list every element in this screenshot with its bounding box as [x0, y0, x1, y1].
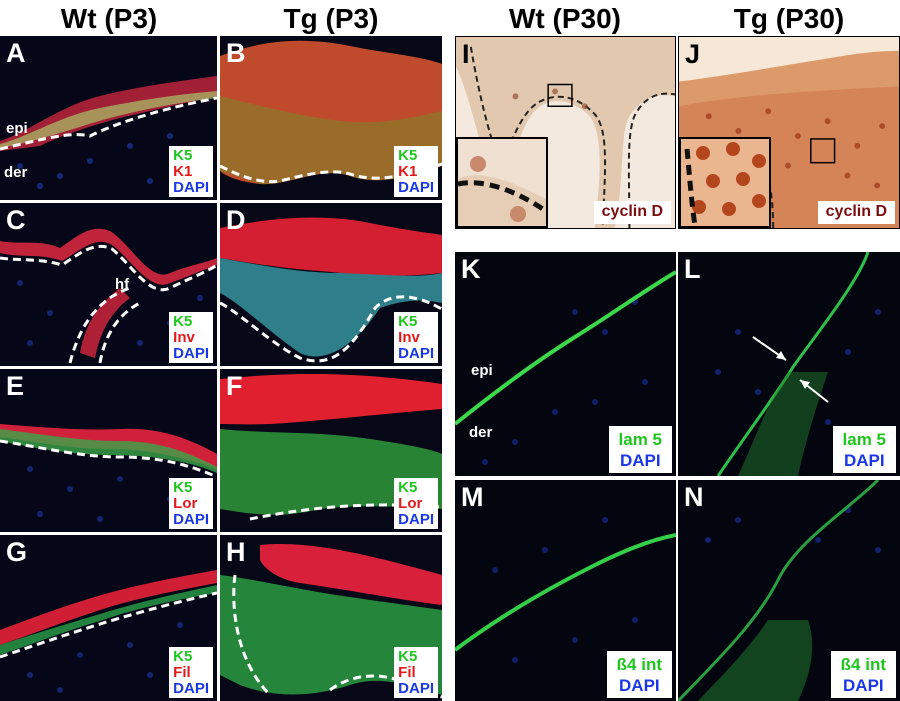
legend-fil: Fil — [398, 664, 416, 681]
panel-k-epi-label: epi — [471, 362, 493, 379]
legend-lor: Lor — [173, 495, 198, 512]
legend-dapi: DAPI — [173, 680, 209, 697]
panel-f-image — [220, 369, 442, 532]
panel-d-legend: K5 Inv DAPI — [394, 312, 438, 363]
panel-f-legend: K5 Lor DAPI — [394, 478, 438, 529]
panel-n: N ß4 int DAPI — [678, 480, 900, 701]
panel-n-letter: N — [684, 482, 704, 512]
legend-dapi: DAPI — [843, 676, 884, 695]
panel-b: B K5 K1 DAPI — [220, 36, 442, 200]
panel-a-epi-label: epi — [6, 120, 28, 137]
legend-dapi: DAPI — [173, 179, 209, 196]
legend-dapi: DAPI — [173, 345, 209, 362]
panel-e-legend: K5 Lor DAPI — [169, 478, 213, 529]
legend-dapi: DAPI — [398, 511, 434, 528]
panel-n-image — [678, 480, 900, 701]
panel-l: L lam 5 DAPI — [678, 252, 900, 476]
legend-k5: K5 — [398, 648, 418, 665]
panel-a-image — [0, 36, 217, 200]
legend-dapi: DAPI — [398, 179, 434, 196]
panel-m-legend: ß4 int DAPI — [606, 651, 672, 698]
panel-l-letter: L — [684, 254, 701, 284]
legend-lam5: lam 5 — [842, 430, 886, 449]
legend-dapi: DAPI — [398, 680, 434, 697]
title-wt-p3: Wt (P3) — [60, 3, 158, 34]
legend-dapi: DAPI — [173, 511, 209, 528]
panel-a-letter: A — [6, 38, 26, 68]
legend-k5: K5 — [173, 313, 193, 330]
panel-d: D K5 Inv DAPI — [220, 203, 442, 366]
legend-b4-int: ß4 int — [616, 655, 662, 674]
panel-k: K epi der lam 5 DAPI — [455, 252, 676, 476]
legend-k1: K1 — [398, 163, 418, 180]
legend-dapi: DAPI — [619, 676, 660, 695]
panel-j: J cyclin D — [678, 36, 900, 229]
panel-c: C hf K5 Inv DAPI — [0, 203, 217, 366]
legend-b4-int: ß4 int — [840, 655, 886, 674]
legend-k5: K5 — [173, 479, 193, 496]
legend-dapi: DAPI — [398, 345, 434, 362]
panel-e: E K5 Lor DAPI — [0, 369, 217, 532]
panel-i-inset-image — [458, 139, 546, 226]
panel-b-letter: B — [226, 38, 246, 68]
legend-k5: K5 — [173, 648, 193, 665]
panel-k-legend: lam 5 DAPI — [608, 426, 672, 473]
panel-d-letter: D — [226, 205, 246, 235]
panel-f: F K5 Lor DAPI — [220, 369, 442, 532]
panel-c-legend: K5 Inv DAPI — [169, 312, 213, 363]
panel-j-inset-image — [681, 139, 769, 226]
legend-inv: Inv — [173, 329, 195, 346]
panel-i-letter: I — [462, 39, 470, 69]
legend-dapi: DAPI — [843, 451, 885, 470]
panel-g: G K5 Fil DAPI — [0, 535, 217, 701]
panel-c-hf-label: hf — [115, 276, 130, 293]
panel-f-letter: F — [226, 371, 243, 401]
panel-j-letter: J — [685, 39, 701, 69]
panel-g-legend: K5 Fil DAPI — [169, 647, 213, 698]
panel-h-letter: H — [226, 537, 246, 567]
legend-k5: K5 — [173, 147, 193, 164]
legend-k5: K5 — [398, 313, 418, 330]
panel-k-letter: K — [461, 254, 481, 284]
panel-i-label: cyclin D — [593, 201, 671, 224]
legend-lam5: lam 5 — [618, 430, 662, 449]
panel-a: A epi der K5 K1 DAPI — [0, 36, 217, 200]
legend-inv: Inv — [398, 329, 420, 346]
panel-a-der-label: der — [4, 164, 28, 181]
legend-k1: K1 — [173, 163, 193, 180]
panel-i-inset — [456, 137, 548, 228]
legend-k5: K5 — [398, 479, 418, 496]
panel-j-label: cyclin D — [817, 201, 895, 224]
panel-j-inset — [679, 137, 771, 228]
legend-dapi: DAPI — [619, 451, 661, 470]
title-tg-p30: Tg (P30) — [733, 3, 845, 34]
panel-b-legend: K5 K1 DAPI — [394, 146, 438, 197]
panel-c-letter: C — [6, 205, 26, 235]
legend-fil: Fil — [173, 664, 191, 681]
panel-l-legend: lam 5 DAPI — [832, 426, 896, 473]
panel-g-image — [0, 535, 217, 701]
panel-m-letter: M — [461, 482, 484, 512]
title-wt-p30: Wt (P30) — [509, 3, 621, 34]
panel-g-letter: G — [6, 537, 28, 567]
panel-h-legend: K5 Fil DAPI — [394, 647, 438, 698]
title-tg-p3: Tg (P3) — [283, 3, 379, 34]
panel-h-image — [220, 535, 442, 701]
panel-k-der-label: der — [469, 424, 493, 441]
panel-n-legend: ß4 int DAPI — [830, 651, 896, 698]
panel-a-legend: K5 K1 DAPI — [169, 146, 213, 197]
panel-m: M ß4 int DAPI — [455, 480, 676, 701]
legend-lor: Lor — [398, 495, 423, 512]
legend-k5: K5 — [398, 147, 418, 164]
panel-e-letter: E — [6, 371, 25, 401]
panel-h: H K5 Fil DAPI — [220, 535, 442, 701]
panel-i: I cyclin D — [455, 36, 676, 229]
